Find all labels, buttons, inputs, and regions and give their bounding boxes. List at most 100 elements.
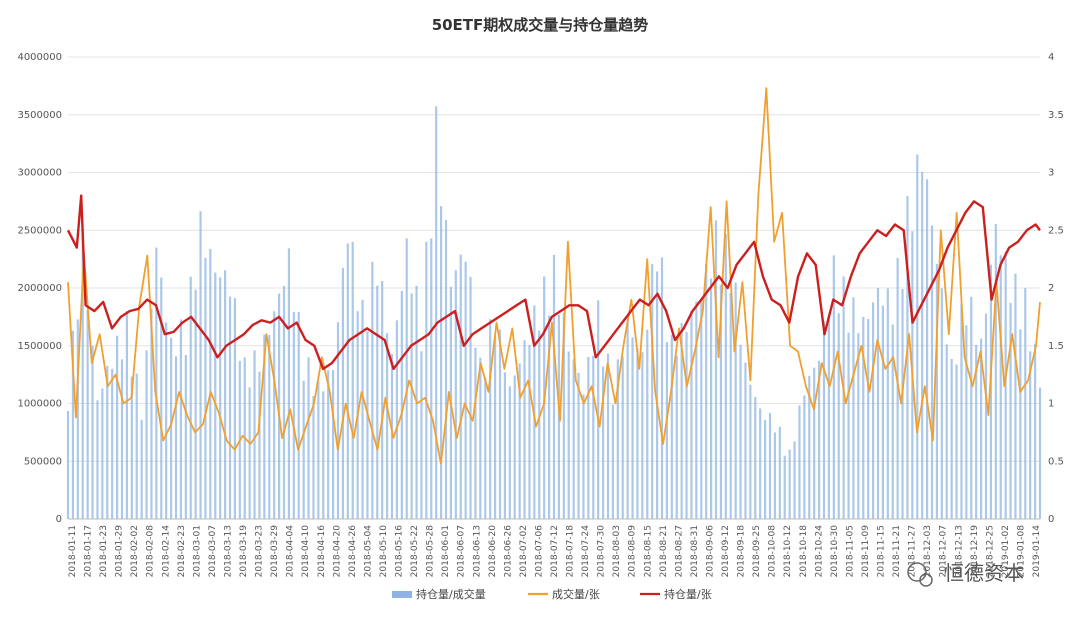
bar	[351, 241, 354, 519]
x-tick-label: 2018-07-12	[550, 525, 560, 577]
bar	[263, 334, 266, 519]
x-tick-label: 2018-02-08	[146, 525, 156, 578]
bar	[724, 234, 727, 519]
bar	[852, 297, 855, 519]
bar	[111, 368, 114, 519]
bar	[822, 320, 826, 519]
x-tick-label: 2018-08-31	[690, 525, 700, 577]
bar	[548, 315, 551, 519]
bar	[498, 329, 502, 519]
bar	[562, 312, 565, 519]
bar	[228, 296, 232, 519]
bar	[189, 276, 192, 519]
x-tick-label: 2018-01-17	[84, 525, 94, 577]
bar	[886, 288, 889, 519]
x-tick-label: 2018-06-26	[503, 525, 513, 578]
y-right-tick-label: 4	[1048, 52, 1054, 63]
bar	[827, 315, 830, 519]
line-series-volume	[67, 87, 1041, 465]
y-left-tick-label: 2500000	[17, 225, 62, 236]
y-left-tick-label: 1500000	[17, 341, 62, 352]
x-tick-label: 2018-11-09	[861, 525, 871, 578]
bar	[808, 375, 811, 519]
bar	[273, 311, 276, 519]
bar	[130, 376, 133, 519]
bar	[253, 350, 256, 519]
bar	[425, 241, 428, 520]
x-tick-label: 2018-04-26	[348, 525, 358, 578]
watermark-text: 恒德资本	[944, 561, 1024, 585]
bar	[582, 394, 585, 519]
bar	[528, 344, 531, 519]
bar	[538, 330, 541, 519]
x-tick-label: 2018-03-07	[208, 525, 218, 577]
bar	[268, 335, 271, 519]
y-axis-right: 0 0.5 1 1.5 2 2.5 3 3.5 4	[1048, 52, 1064, 525]
bar	[749, 384, 752, 519]
x-tick-label: 2018-07-24	[581, 525, 591, 578]
x-tick-label: 2018-05-22	[410, 525, 420, 577]
bar	[174, 356, 178, 519]
bar	[665, 342, 668, 519]
bar	[690, 310, 693, 519]
x-tick-label: 2018-05-16	[395, 525, 405, 578]
bar	[430, 238, 433, 520]
bar	[602, 366, 605, 519]
bar	[901, 289, 904, 519]
bar	[1024, 288, 1027, 519]
bar	[376, 285, 379, 519]
bar	[145, 350, 148, 519]
bar	[552, 254, 556, 519]
bar	[390, 354, 394, 519]
x-tick-label: 2018-12-03	[923, 525, 933, 577]
x-tick-label: 2018-12-25	[985, 525, 995, 577]
x-tick-label: 2018-04-10	[301, 525, 311, 578]
watermark: 恒德资本	[907, 561, 1024, 587]
x-tick-label: 2018-02-02	[130, 525, 140, 577]
bar	[611, 404, 614, 519]
bar	[71, 330, 74, 519]
bar	[729, 292, 732, 519]
bar	[626, 318, 629, 519]
bar	[160, 277, 163, 519]
bar	[332, 370, 335, 519]
x-tick-label: 2018-07-18	[566, 525, 576, 578]
bar	[420, 351, 423, 519]
bar	[778, 426, 781, 519]
bar	[140, 419, 143, 519]
bar	[1009, 302, 1012, 519]
bar	[194, 289, 197, 519]
bar	[435, 106, 438, 520]
x-tick-label: 2018-06-07	[457, 525, 467, 577]
x-tick-label: 2018-04-20	[332, 525, 342, 578]
x-tick-label: 2018-03-23	[255, 525, 265, 577]
bar	[592, 355, 595, 519]
x-tick-label: 2018-11-05	[845, 525, 855, 577]
bar	[764, 420, 767, 519]
bar	[76, 319, 79, 519]
bar	[1014, 273, 1017, 519]
bar	[292, 312, 295, 519]
bar	[459, 254, 462, 520]
x-tick-label: 2018-03-19	[239, 525, 249, 578]
bar	[881, 305, 884, 519]
bar	[317, 381, 320, 519]
bar	[165, 322, 168, 519]
bar	[170, 337, 173, 519]
bar	[135, 373, 138, 519]
legend-swatch	[392, 591, 412, 598]
x-tick-label: 2018-10-24	[814, 525, 824, 578]
wechat-icon-dot	[919, 573, 933, 587]
bar	[970, 296, 973, 519]
y-left-tick-label: 4000000	[17, 52, 62, 63]
bar	[386, 333, 389, 519]
bar	[940, 288, 943, 519]
x-tick-label: 2019-01-02	[1001, 525, 1011, 577]
bar	[783, 455, 786, 519]
bar	[960, 303, 963, 519]
x-tick-label: 2018-02-23	[177, 525, 187, 577]
bar	[444, 220, 448, 519]
bar	[793, 441, 796, 519]
x-tick-label: 2018-11-27	[908, 525, 918, 577]
